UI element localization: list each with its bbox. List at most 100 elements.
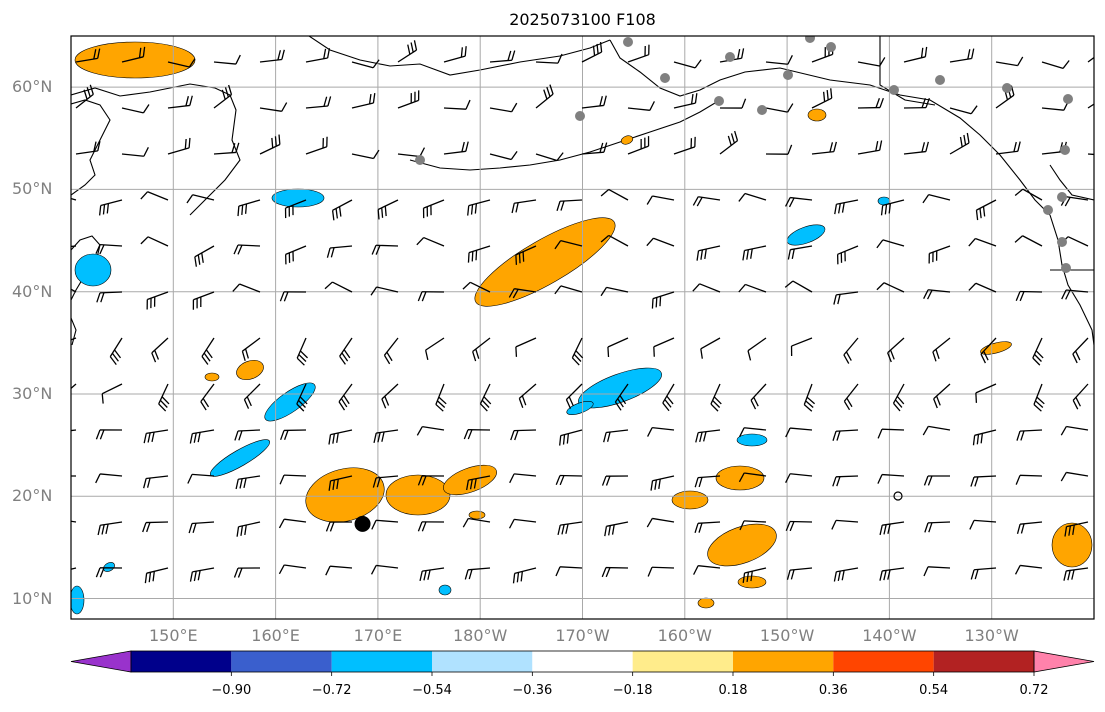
wind-barb: [144, 567, 169, 584]
lon-label: 150°E: [148, 626, 198, 645]
wind-barb: [903, 141, 929, 155]
wind-barb: [140, 236, 169, 247]
wind-barb: [765, 144, 793, 155]
wind-barb: [887, 337, 905, 363]
wind-barb: [372, 475, 399, 488]
wind-barb: [95, 473, 123, 484]
wind-barb: [662, 383, 675, 412]
wind-barb: [95, 243, 123, 255]
wind-barb: [554, 285, 583, 295]
wind-barb: [280, 429, 307, 441]
wind-barb: [187, 473, 215, 484]
wind-barb: [968, 237, 997, 247]
wind-barb: [601, 475, 629, 486]
wind-barb: [192, 291, 215, 310]
wind-barb: [975, 383, 997, 403]
wind-barb: [785, 520, 813, 532]
wind-barb: [167, 95, 193, 109]
wind-barb: [464, 567, 491, 580]
wind-barb: [339, 337, 353, 365]
wind-barb: [71, 245, 77, 248]
colorbar-segment: [632, 651, 733, 672]
wind-barb: [417, 521, 445, 532]
lon-label: 130°W: [964, 626, 1019, 645]
wind-barb: [765, 103, 794, 113]
wind-barb: [653, 337, 675, 357]
wind-barb: [1014, 564, 1043, 575]
wind-barb: [833, 291, 859, 305]
wind-barb: [479, 383, 492, 412]
wind-barb: [467, 245, 491, 263]
station-dot: [725, 52, 735, 62]
wind-barb: [279, 474, 307, 485]
wind-barb: [747, 337, 767, 361]
coastline: [71, 235, 101, 301]
wind-barb: [949, 48, 975, 63]
wind-barb: [397, 147, 426, 158]
wind-barb: [278, 564, 307, 575]
wind-barb: [738, 472, 767, 483]
wind-barb: [922, 425, 951, 436]
wind-barb: [371, 519, 399, 530]
negative-anomaly-area: [209, 439, 271, 477]
wind-barb: [1060, 471, 1089, 482]
wind-barb: [109, 337, 123, 365]
wind-barb: [325, 565, 353, 576]
wind-barb: [284, 199, 307, 219]
coastline: [609, 39, 1051, 216]
wind-barb: [601, 566, 629, 578]
lat-label: 10°N: [12, 588, 53, 608]
wind-barb: [71, 288, 77, 293]
wind-barb: [1033, 383, 1045, 412]
negative-anomaly-area: [438, 584, 452, 596]
colorbar-tick-label: −0.72: [311, 683, 352, 698]
colorbar-segment: [933, 651, 1034, 672]
wind-barb: [71, 383, 77, 390]
station-dot: [1057, 192, 1067, 202]
wind-barb: [201, 337, 215, 365]
wind-barb: [324, 281, 353, 293]
wind-barb: [213, 84, 233, 109]
wind-barb: [719, 98, 747, 109]
wind-barb: [1015, 290, 1043, 302]
wind-barb: [232, 283, 261, 293]
wind-barb: [700, 337, 721, 359]
wind-barb: [1032, 337, 1044, 366]
wind-barb: [673, 136, 696, 155]
wind-barb: [1072, 383, 1089, 410]
wind-barb: [857, 140, 883, 155]
wind-barb: [785, 473, 813, 483]
wind-barb: [571, 337, 584, 366]
station-dot: [757, 105, 767, 115]
colorbar-tick-label: 0.54: [919, 683, 949, 698]
wind-barb: [995, 141, 1021, 155]
wind-barb: [995, 56, 1024, 67]
station-dot: [783, 70, 793, 80]
wind-barb: [554, 239, 583, 250]
wind-barb: [857, 97, 884, 109]
wind-barb: [416, 236, 445, 247]
wind-barb: [325, 521, 353, 532]
colorbar-tick-label: −0.90: [211, 683, 252, 698]
wind-barb: [647, 566, 675, 577]
wind-barb: [188, 521, 215, 534]
positive-anomaly-area: [204, 372, 220, 382]
colorbar-tick-label: 0.18: [718, 683, 748, 698]
wind-barb: [646, 237, 675, 247]
wind-barb: [143, 429, 169, 444]
lon-label: 160°E: [251, 626, 300, 645]
wind-barb: [328, 429, 353, 445]
colorbar-segment: [733, 651, 834, 672]
wind-barb: [1016, 429, 1043, 441]
wind-barb: [1072, 337, 1089, 364]
map-title: 2025073100 F108: [509, 10, 656, 29]
station-dot: [1061, 263, 1071, 273]
wind-barb: [933, 383, 951, 409]
wind-barb: [790, 337, 813, 357]
wind-barb: [600, 188, 629, 201]
lat-label: 40°N: [12, 281, 53, 301]
wind-barb: [972, 429, 997, 446]
wind-barb: [651, 291, 675, 309]
wind-barb: [95, 567, 123, 578]
